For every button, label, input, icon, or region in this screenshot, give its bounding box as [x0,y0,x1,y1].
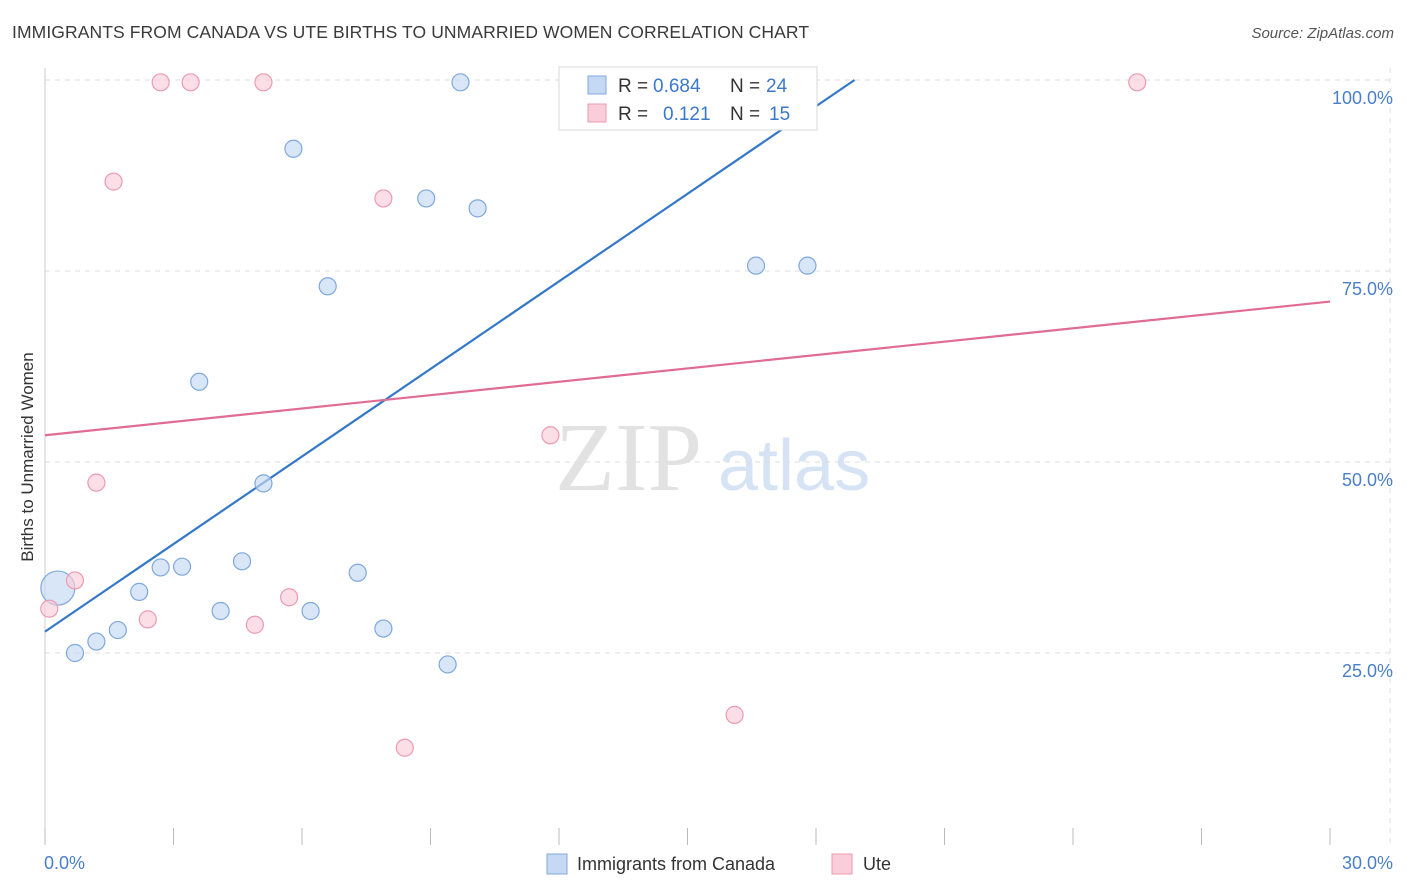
bottom-legend-swatch-pink [831,853,853,875]
ute-point [151,73,170,92]
canada-point [374,619,393,638]
x-tick-label-min: 0.0% [44,853,85,873]
canada-point [87,632,106,651]
canada-trend-line [44,79,856,633]
legend-n-value-pink: 15 [769,104,790,125]
canada-point [798,256,817,275]
canada-point [746,256,766,275]
bottom-legend-label-blue: Immigrants from Canada [577,854,776,874]
series-legend: Immigrants from Canada Ute [546,853,891,875]
ute-point [87,473,106,492]
ute-point [725,705,744,724]
y-tick-label: 25.0% [1342,661,1393,681]
ute-point [104,172,123,191]
canada-point [318,277,337,296]
legend-swatch-blue [587,75,607,95]
canada-point [151,558,170,577]
canada-point [451,73,470,92]
ute-point [395,738,414,757]
y-tick-label: 50.0% [1342,470,1393,490]
ute-point [138,610,157,629]
ute-point [40,599,59,618]
y-axis-label: Births to Unmarried Women [18,352,37,561]
ute-point [65,571,85,590]
bottom-legend-swatch-blue [546,853,568,875]
bottom-legend-label-pink: Ute [863,854,891,874]
canada-point [172,557,192,576]
legend-n-label-pink: N = [730,104,760,125]
canada-point [232,552,252,571]
stats-legend: R = 0.684 N = 24 R = 0.121 N = 15 [558,66,818,131]
canada-point [417,189,436,208]
legend-n-label-blue: N = [730,76,760,97]
canada-point [438,655,457,674]
legend-n-value-blue: 24 [766,76,788,97]
legend-r-label-pink: R = [618,104,648,125]
y-tick-label: 100.0% [1332,88,1393,108]
canada-point [190,372,209,391]
ute-point [181,73,200,92]
ute-point [280,588,299,607]
ute-point [254,73,273,92]
watermark-atlas: atlas [718,426,870,506]
trend-lines [44,79,1331,633]
source-label: Source: ZipAtlas.com [1251,25,1394,42]
ute-point [541,426,560,445]
legend-r-label-blue: R = [618,76,648,97]
x-tick-label-max: 30.0% [1342,853,1393,873]
ute-trend-line [44,300,1331,437]
chart-title: IMMIGRANTS FROM CANADA VS UTE BIRTHS TO … [12,22,810,42]
axes: 25.0% 50.0% 75.0% 100.0% 0.0% 30.0% [44,68,1393,873]
canada-point [108,620,127,640]
canada-point [301,601,320,621]
canada-point [468,199,487,218]
ute-point [245,615,264,634]
canada-point [211,601,230,621]
legend-r-value-pink: 0.121 [663,104,711,125]
canada-point [65,643,85,663]
canada-point [130,582,149,601]
legend-swatch-pink [587,103,607,123]
legend-r-value-blue: 0.684 [653,76,701,97]
canada-point [284,139,303,158]
ute-point [1128,73,1147,92]
canada-point [254,474,273,493]
watermark-zip: ZIP [555,404,702,512]
canada-point [348,563,367,582]
y-tick-label: 75.0% [1342,279,1393,299]
ute-point [374,189,393,208]
